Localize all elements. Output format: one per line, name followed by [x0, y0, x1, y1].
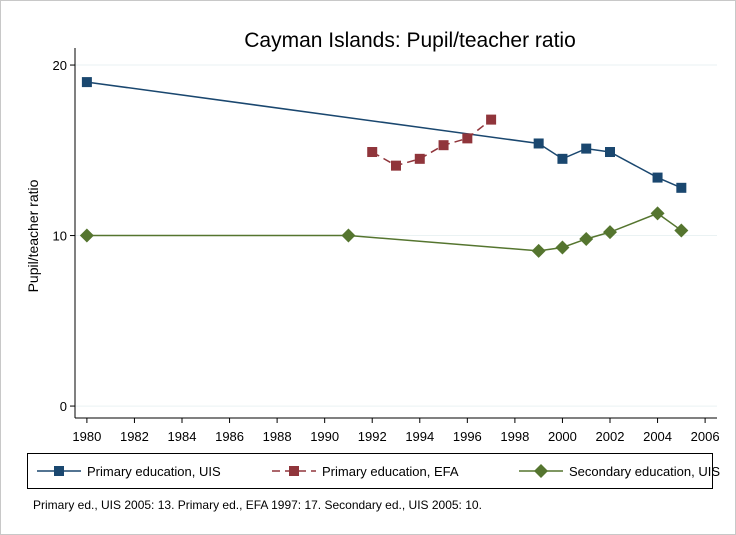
legend-marker: [289, 466, 299, 476]
legend-label: Primary education, EFA: [322, 464, 459, 479]
point: [81, 77, 92, 88]
y-tick-label: 0: [60, 399, 67, 414]
x-tick-label: 1988: [263, 429, 292, 444]
x-tick-label: 1990: [310, 429, 339, 444]
x-tick-label: 1996: [453, 429, 482, 444]
point: [652, 172, 663, 183]
point: [391, 160, 401, 171]
legend-label: Secondary education, UIS: [569, 464, 720, 479]
y-tick-label: 20: [53, 58, 67, 73]
x-tick-label: 1998: [500, 429, 529, 444]
point: [603, 225, 617, 240]
y-axis-label: Pupil/teacher ratio: [25, 179, 41, 292]
legend: [27, 453, 713, 489]
point: [581, 143, 592, 154]
legend-label: Primary education, UIS: [87, 464, 221, 479]
point: [341, 228, 356, 243]
series-line: [86, 212, 682, 252]
point: [531, 243, 546, 258]
x-tick-label: 2000: [548, 429, 577, 444]
x-tick-label: 1984: [168, 429, 197, 444]
point: [462, 133, 473, 144]
x-tick-label: 1986: [215, 429, 244, 444]
legend-marker: [534, 464, 548, 478]
x-tick-label: 1982: [120, 429, 149, 444]
x-tick-label: 2006: [691, 429, 720, 444]
chart-title: Cayman Islands: Pupil/teacher ratio: [244, 29, 576, 52]
point: [674, 223, 689, 238]
point: [557, 153, 568, 164]
x-tick-label: 2002: [596, 429, 625, 444]
point: [486, 114, 497, 125]
point: [79, 228, 94, 243]
point: [414, 153, 425, 164]
x-tick-label: 1980: [72, 429, 101, 444]
point: [579, 231, 594, 246]
x-tick-label: 1992: [358, 429, 387, 444]
point: [367, 147, 378, 158]
legend-marker: [54, 466, 64, 476]
point: [650, 206, 665, 221]
point: [438, 140, 449, 151]
note: Primary ed., UIS 2005: 13. Primary ed., …: [33, 498, 482, 512]
point: [605, 147, 615, 158]
y-tick-label: 10: [53, 229, 67, 244]
x-tick-label: 2004: [643, 429, 672, 444]
x-tick-label: 1994: [405, 429, 434, 444]
point: [533, 138, 544, 149]
point: [676, 182, 687, 193]
point: [555, 240, 570, 255]
